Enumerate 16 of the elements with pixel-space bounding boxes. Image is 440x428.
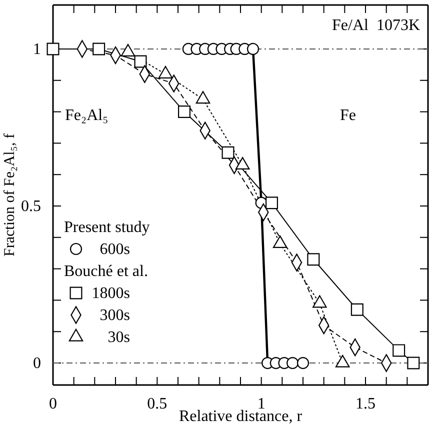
text: Fe/Al 1073K <box>332 17 420 34</box>
annotation: Fe₂Al₅ <box>65 107 108 124</box>
legend-label: 1800s <box>92 285 130 302</box>
legend-label: 300s <box>100 307 130 324</box>
y-tick-label: 0 <box>33 355 41 372</box>
y-axis-title: Fraction of Fe₂Al₅, f <box>2 134 18 256</box>
annotation: Present study <box>64 219 150 236</box>
legend-label: 600s <box>100 241 130 258</box>
annotation: Bouché et al. <box>64 263 148 280</box>
x-tick-label: 0.5 <box>147 395 168 412</box>
x-tick-label: 0 <box>49 395 57 412</box>
y-tick-label: 1 <box>33 41 41 58</box>
y-tick-label: 0.5 <box>21 198 41 216</box>
x-tick-label: 1.5 <box>356 395 376 412</box>
annotation: Fe <box>340 107 356 124</box>
legend-label: 30s <box>108 329 130 346</box>
